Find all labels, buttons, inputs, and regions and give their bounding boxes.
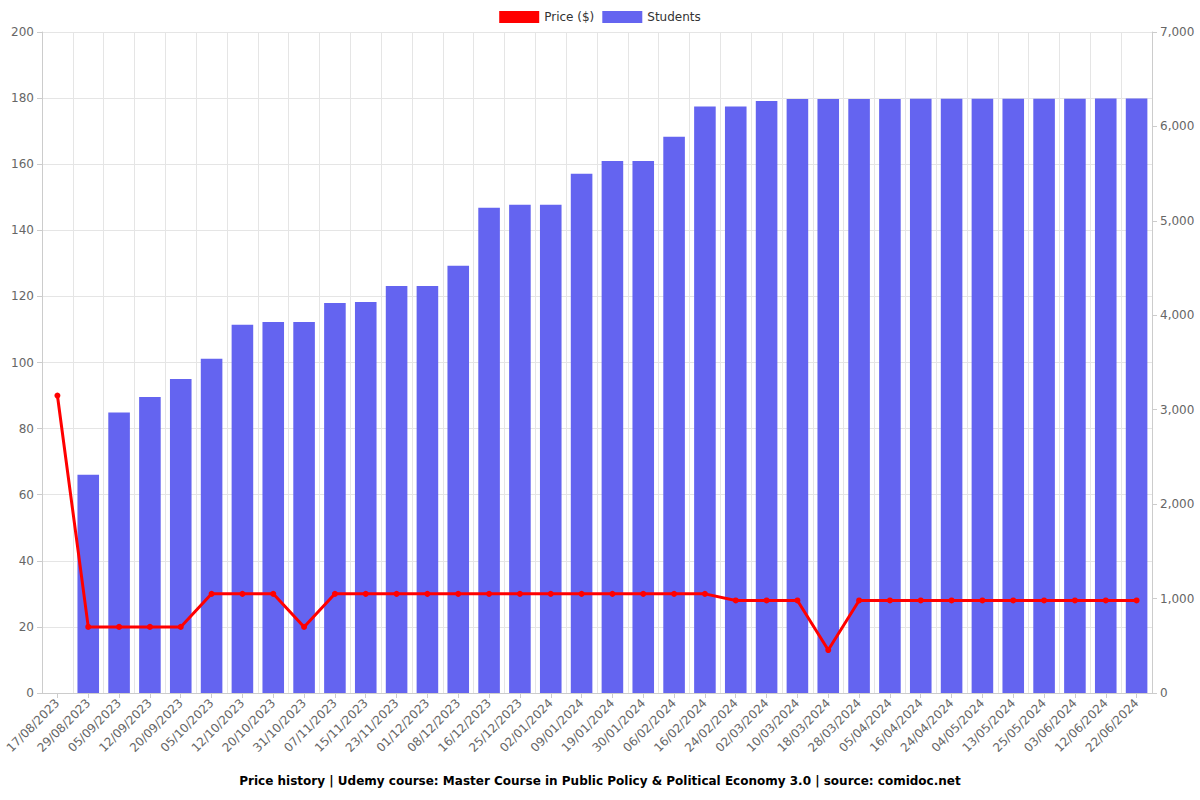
svg-text:80: 80 xyxy=(19,422,34,436)
svg-text:05/09/2023: 05/09/2023 xyxy=(65,696,124,755)
svg-text:7,000: 7,000 xyxy=(1160,25,1194,39)
svg-text:40: 40 xyxy=(19,554,34,568)
svg-text:12/06/2024: 12/06/2024 xyxy=(1052,696,1111,755)
svg-text:31/10/2023: 31/10/2023 xyxy=(250,696,309,755)
svg-text:25/05/2024: 25/05/2024 xyxy=(990,696,1049,755)
svg-text:30/01/2024: 30/01/2024 xyxy=(589,696,649,755)
svg-text:2,000: 2,000 xyxy=(1160,497,1194,511)
svg-text:07/11/2023: 07/11/2023 xyxy=(281,696,340,755)
svg-text:05/04/2024: 05/04/2024 xyxy=(836,696,895,755)
svg-text:200: 200 xyxy=(11,25,34,39)
svg-text:0: 0 xyxy=(1160,686,1168,700)
svg-text:120: 120 xyxy=(11,289,34,303)
svg-text:180: 180 xyxy=(11,91,34,105)
svg-text:100: 100 xyxy=(11,356,34,370)
svg-text:19/01/2024: 19/01/2024 xyxy=(558,696,618,755)
svg-text:23/11/2023: 23/11/2023 xyxy=(342,696,402,755)
svg-text:29/08/2023: 29/08/2023 xyxy=(34,696,94,755)
svg-text:4,000: 4,000 xyxy=(1160,308,1194,322)
svg-text:05/10/2023: 05/10/2023 xyxy=(157,696,217,755)
svg-text:02/01/2024: 02/01/2024 xyxy=(497,696,556,755)
svg-text:17/08/2023: 17/08/2023 xyxy=(3,696,63,755)
svg-text:Price ($): Price ($) xyxy=(544,10,594,24)
svg-text:13/05/2024: 13/05/2024 xyxy=(959,696,1019,755)
svg-text:5,000: 5,000 xyxy=(1160,214,1194,228)
svg-text:22/06/2024: 22/06/2024 xyxy=(1083,696,1142,755)
svg-text:24/02/2024: 24/02/2024 xyxy=(682,696,741,755)
svg-text:28/03/2024: 28/03/2024 xyxy=(805,696,864,755)
svg-text:06/02/2024: 06/02/2024 xyxy=(620,696,679,755)
svg-text:12/09/2023: 12/09/2023 xyxy=(96,696,155,755)
svg-text:15/11/2023: 15/11/2023 xyxy=(312,696,371,755)
svg-text:09/01/2024: 09/01/2024 xyxy=(527,696,587,755)
svg-text:18/03/2024: 18/03/2024 xyxy=(774,696,834,755)
svg-text:16/12/2023: 16/12/2023 xyxy=(435,696,494,755)
svg-text:20/10/2023: 20/10/2023 xyxy=(219,696,279,755)
svg-text:16/02/2024: 16/02/2024 xyxy=(651,696,710,755)
svg-text:1,000: 1,000 xyxy=(1160,592,1194,606)
svg-text:10/03/2024: 10/03/2024 xyxy=(743,696,803,755)
svg-text:25/12/2023: 25/12/2023 xyxy=(466,696,525,755)
svg-text:01/12/2023: 01/12/2023 xyxy=(373,696,433,755)
svg-text:08/12/2023: 08/12/2023 xyxy=(404,696,464,755)
svg-text:3,000: 3,000 xyxy=(1160,403,1194,417)
svg-text:0: 0 xyxy=(26,686,34,700)
svg-text:160: 160 xyxy=(11,157,34,171)
svg-text:12/10/2023: 12/10/2023 xyxy=(188,696,248,755)
svg-text:02/03/2024: 02/03/2024 xyxy=(712,696,772,755)
svg-text:6,000: 6,000 xyxy=(1160,119,1194,133)
svg-text:24/04/2024: 24/04/2024 xyxy=(897,696,957,755)
svg-text:Price history | Udemy course:: Price history | Udemy course: Master Cou… xyxy=(239,774,961,788)
svg-text:140: 140 xyxy=(11,223,34,237)
svg-text:04/05/2024: 04/05/2024 xyxy=(928,696,988,755)
svg-text:03/06/2024: 03/06/2024 xyxy=(1021,696,1080,755)
svg-text:Students: Students xyxy=(647,10,701,24)
svg-text:60: 60 xyxy=(19,488,34,502)
svg-text:20/09/2023: 20/09/2023 xyxy=(127,696,186,755)
svg-text:20: 20 xyxy=(19,620,34,634)
svg-text:16/04/2024: 16/04/2024 xyxy=(867,696,926,755)
